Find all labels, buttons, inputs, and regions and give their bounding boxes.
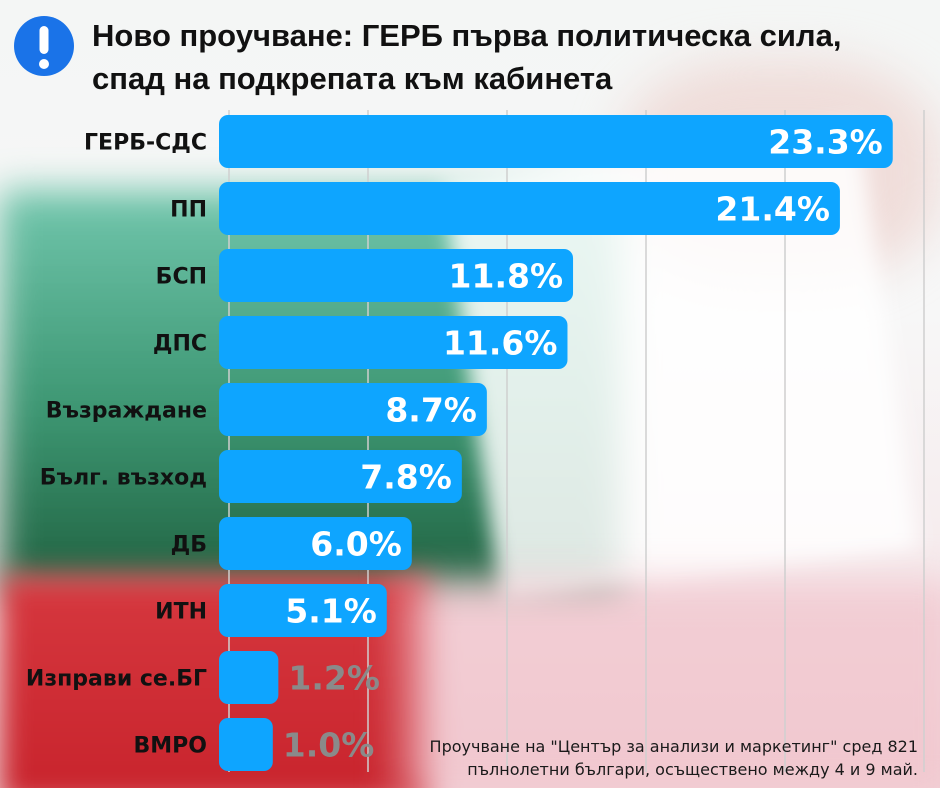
value-label: 7.8%	[360, 458, 452, 497]
bar	[219, 584, 387, 637]
source-note: Проучване на "Център за анализи и маркет…	[430, 735, 918, 781]
category-label: БСП	[156, 265, 207, 290]
bar	[219, 450, 462, 503]
bar	[219, 316, 568, 369]
source-line-1: Проучване на "Център за анализи и маркет…	[429, 737, 918, 756]
value-label: 6.0%	[310, 525, 402, 564]
header: Ново проучване: ГЕРБ първа политическа с…	[0, 0, 940, 110]
category-label: ПП	[170, 198, 207, 223]
bar	[219, 718, 273, 771]
source-line-2: пълнолетни българи, осъществено между 4 …	[467, 760, 918, 779]
value-label: 21.4%	[715, 190, 830, 229]
value-label: 11.8%	[449, 257, 564, 296]
value-label: 23.3%	[768, 123, 883, 162]
value-label: 1.2%	[288, 659, 380, 698]
category-label: ДПС	[153, 332, 207, 357]
value-label: 5.1%	[285, 592, 377, 631]
category-label: ГЕРБ-СДС	[84, 131, 207, 156]
bar	[219, 517, 412, 570]
bars	[219, 115, 893, 771]
value-label: 1.0%	[283, 726, 375, 765]
category-labels: ГЕРБ-СДС ПП БСП ДПС Възраждане Бълг. възход ДБ…	[26, 131, 207, 759]
category-label: ВМРО	[134, 734, 208, 759]
title-line-1: Ново проучване: ГЕРБ първа политическа с…	[92, 18, 842, 53]
exclamation-circle-icon	[14, 16, 74, 76]
value-label: 11.6%	[443, 324, 558, 363]
category-label: ДБ	[171, 533, 207, 558]
bar	[219, 182, 840, 235]
page-title: Ново проучване: ГЕРБ първа политическа с…	[92, 14, 932, 100]
bar	[219, 249, 574, 302]
bar	[219, 383, 487, 436]
category-label: ИТН	[155, 600, 207, 625]
bar	[219, 115, 893, 168]
bar	[219, 651, 279, 704]
category-label: Изправи се.БГ	[26, 667, 207, 692]
category-label: Бълг. възход	[40, 466, 207, 491]
value-label: 8.7%	[385, 391, 477, 430]
title-line-2: спад на подкрепата към кабинета	[92, 61, 613, 96]
value-labels: 23.3% 21.4% 11.8% 11.6% 8.7% 7.8% 6.0% 5.1% 1.2%…	[283, 123, 883, 765]
category-label: Възраждане	[46, 399, 207, 424]
